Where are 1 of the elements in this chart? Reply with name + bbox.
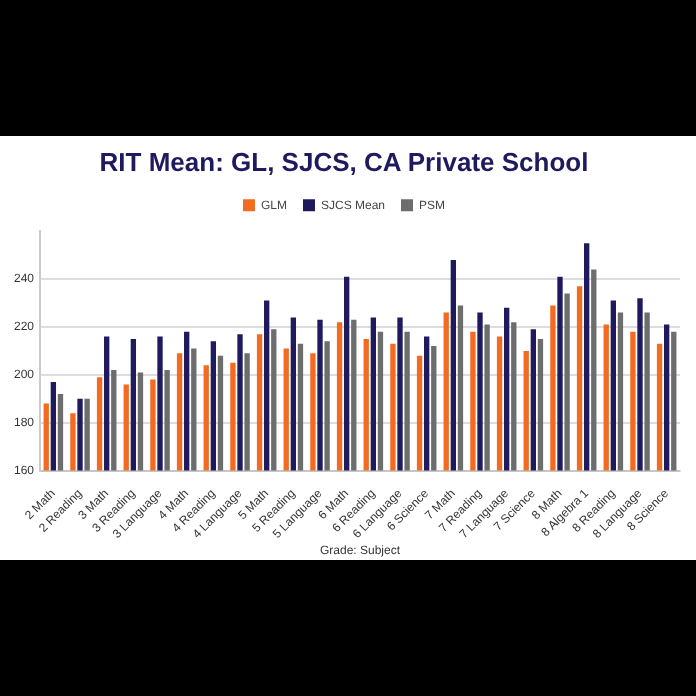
chart-title: RIT Mean: GL, SJCS, CA Private School — [99, 146, 589, 177]
